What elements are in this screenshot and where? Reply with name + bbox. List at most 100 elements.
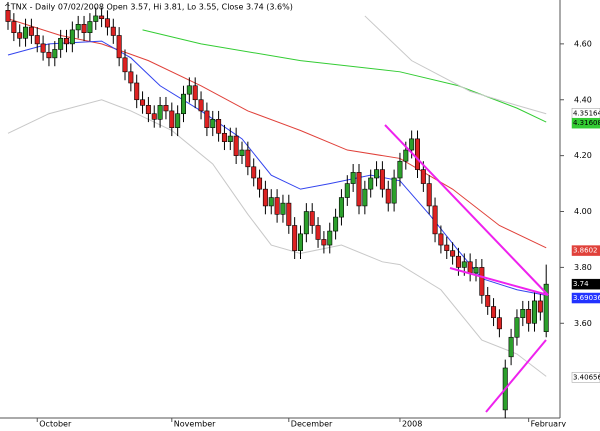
candle-body — [338, 197, 344, 218]
candle-body — [479, 267, 485, 296]
price-label: 3.74 — [573, 280, 589, 288]
candle-body — [420, 169, 426, 184]
candle-body — [140, 99, 146, 106]
candle-body — [531, 300, 537, 324]
chart-title: ^TNX - Daily 07/02/2008 Open 3.57, Hi 3.… — [4, 3, 293, 12]
candle-body — [409, 138, 415, 151]
candle-body — [432, 205, 438, 235]
candle-body — [344, 183, 350, 198]
candle-body — [157, 105, 163, 120]
price-label-box — [571, 245, 600, 256]
candle-body — [327, 230, 333, 246]
candle-body — [403, 149, 409, 162]
candle-body — [350, 172, 356, 184]
candle-body — [268, 197, 274, 207]
x-tick-label: February — [531, 420, 567, 428]
candle-body — [221, 132, 227, 142]
candle-body — [391, 177, 397, 204]
candle-body — [315, 225, 321, 240]
x-tick-label: December — [291, 420, 333, 428]
candle-body — [333, 216, 339, 232]
price-label-box — [571, 278, 600, 290]
candle-body — [543, 283, 549, 332]
moving-average — [7, 99, 547, 377]
candle-body — [473, 267, 479, 274]
trend-line — [485, 339, 547, 413]
moving-average — [142, 29, 547, 123]
candle-body — [46, 51, 52, 59]
candle-body — [52, 49, 58, 59]
candle-body — [508, 336, 514, 358]
candle-body — [210, 119, 216, 128]
candle-body — [514, 317, 520, 338]
y-tick-label: 4.40 — [574, 95, 592, 104]
candle-body — [385, 188, 391, 204]
candle-body — [69, 29, 75, 45]
candle-body — [99, 15, 105, 20]
candle-body — [292, 225, 298, 251]
candle-body — [87, 21, 93, 33]
candle-body — [227, 135, 233, 142]
x-tick-label: 2008 — [402, 420, 422, 428]
candle-body — [251, 166, 257, 179]
candle-body — [169, 110, 175, 128]
candle-body — [444, 244, 450, 251]
candle-body — [175, 113, 181, 128]
x-tick-label: November — [174, 420, 216, 428]
candle-body — [28, 26, 34, 36]
candle-body — [81, 24, 87, 33]
moving-average — [364, 15, 547, 115]
y-tick-label: 4.60 — [574, 39, 592, 48]
moving-average — [7, 18, 547, 249]
price-label-box — [571, 292, 600, 304]
candle-body — [274, 197, 280, 215]
candle-body — [280, 202, 286, 215]
candle-body — [245, 149, 251, 168]
candle-body — [485, 295, 491, 307]
price-label-box — [571, 372, 600, 383]
candle-body — [233, 135, 239, 156]
candle-body — [58, 37, 64, 50]
candle-body — [216, 119, 222, 134]
candle-body — [426, 183, 432, 207]
candle-body — [134, 82, 140, 101]
trend-line — [449, 267, 549, 296]
candle-body — [455, 255, 461, 268]
candle-body — [145, 105, 151, 115]
candle-body — [467, 261, 473, 274]
candle-body — [5, 10, 11, 22]
candle-body — [397, 160, 403, 179]
candle-body — [23, 26, 29, 39]
candle-body — [163, 105, 169, 112]
price-label: 3.8602 — [573, 247, 598, 255]
candle-body — [110, 26, 116, 36]
candle-body — [491, 306, 497, 318]
candle-body — [181, 93, 187, 115]
candle-body — [526, 309, 532, 324]
y-tick-label: 3.80 — [574, 263, 592, 272]
candle-body — [128, 71, 134, 84]
candle-body — [104, 18, 110, 28]
candle-layer — [5, 1, 549, 419]
candle-body — [520, 309, 526, 318]
candle-body — [450, 250, 456, 257]
candle-body — [438, 233, 444, 246]
candle-body — [309, 211, 315, 226]
price-label: 3.40656 — [573, 373, 600, 381]
candle-body — [374, 169, 380, 179]
candle-body — [186, 85, 192, 95]
trend-line — [384, 124, 549, 296]
price-label: 4.31608 — [573, 119, 600, 127]
candle-body — [496, 317, 502, 330]
candle-body — [75, 24, 81, 31]
candle-body — [414, 138, 420, 170]
candle-body — [64, 37, 70, 45]
x-tick-label: October — [39, 420, 72, 428]
candle-body — [461, 261, 467, 268]
candle-body — [257, 177, 263, 190]
candle-body — [151, 113, 157, 120]
candle-body — [286, 202, 292, 226]
candle-body — [368, 177, 374, 190]
